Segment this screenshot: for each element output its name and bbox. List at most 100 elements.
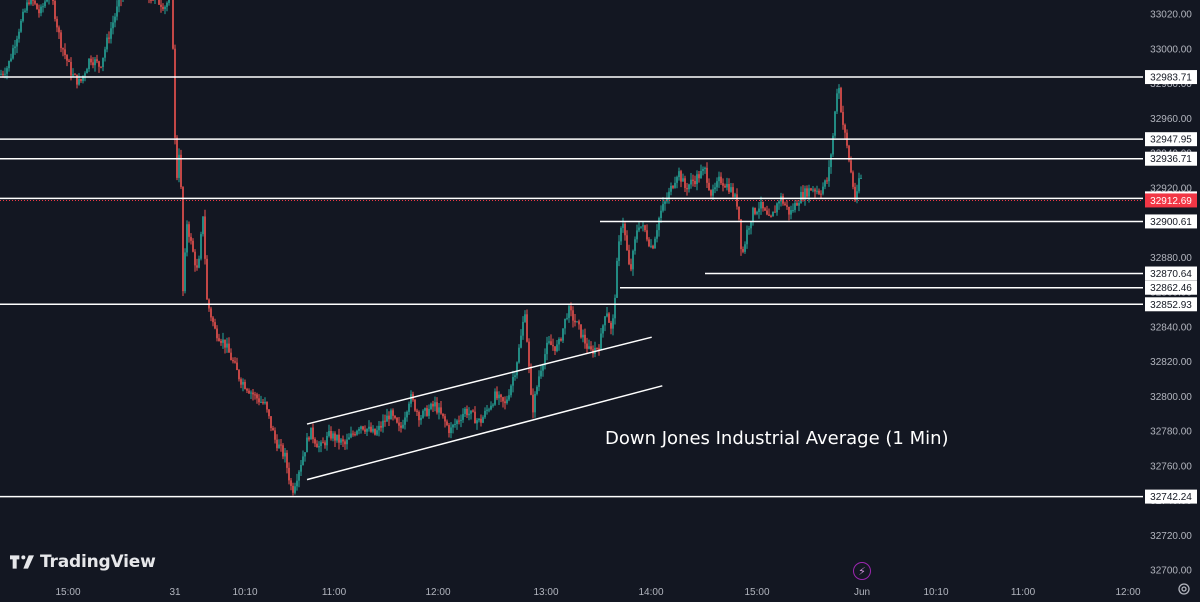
candle-body [582,334,584,338]
candle-body [840,88,842,113]
candle-body [758,208,760,213]
candle-body [28,2,30,4]
candle-body [722,183,724,186]
candle-body [706,167,708,183]
candle-body [82,75,84,81]
candle-body [330,430,332,439]
candle-body [324,442,326,446]
candle-body [552,345,554,347]
horizontal-levels-layer [0,76,1143,498]
candle-body [8,61,10,69]
candle-body [680,171,682,182]
candle-body [452,424,454,428]
candle-body [294,486,296,493]
candle-body [750,221,752,229]
candle-body [560,338,562,341]
candle-body [570,306,572,311]
candle-body [646,230,648,240]
candle-body [240,379,242,385]
candle-body [408,403,410,412]
candle-body [104,49,106,58]
candle-body [18,31,20,39]
candle-body [110,28,112,39]
candle-body [818,190,820,194]
candle-body [76,74,78,85]
candle-body [100,66,102,68]
level-tag [1145,214,1197,229]
candle-body [608,313,610,323]
lightning-icon[interactable]: ⚡ [853,562,871,580]
candle-body [46,0,48,2]
candle-body [356,430,358,435]
candle-body [620,227,622,242]
candle-body [282,445,284,457]
candle-body [816,190,818,192]
y-tick-label: 33020.00 [1150,10,1192,21]
candle-body [174,48,176,138]
candle-body [446,421,448,426]
y-tick-label: 32720.00 [1150,531,1192,542]
level-tag [1145,489,1197,504]
level-tag-label: 32900.61 [1150,217,1192,228]
candle-body [834,111,836,136]
candle-body [610,322,612,329]
candle-body [460,419,462,421]
candle-body [850,160,852,173]
level-tag-label: 32936.71 [1150,154,1192,165]
candle-body [464,408,466,414]
channel-line[interactable] [306,385,663,481]
candle-body [624,223,626,236]
candle-body [566,317,568,319]
candle-body [654,238,656,249]
candle-body [416,410,418,412]
gear-icon[interactable] [1177,582,1191,596]
candle-body [196,265,198,268]
candle-body [486,409,488,411]
candle-body [228,343,230,353]
candle-body [558,338,560,345]
candle-body [56,18,58,28]
candle-body [562,328,564,341]
candle-body [306,437,308,453]
candle-body [688,184,690,190]
candle-body [548,341,550,343]
candle-body [454,423,456,425]
candle-body [694,181,696,185]
candle-body [714,187,716,190]
candle-body [286,452,288,468]
candle-body [730,187,732,192]
candle-body [428,408,430,416]
level-tag-label: 32852.93 [1150,300,1192,311]
candle-body [216,328,218,339]
candle-body [410,394,412,404]
candle-body [612,318,614,329]
candle-body [248,390,250,394]
candle-body [632,250,634,270]
candle-body [288,467,290,481]
candle-body [590,346,592,350]
x-axis[interactable]: 15:00 31 10:10 11:00 12:00 13:00 14:00 15:00 Jun… [55,587,1140,598]
candle-body [184,252,186,292]
candle-body [112,22,114,29]
candle-body [312,427,314,440]
y-tick-label: 32780.00 [1150,427,1192,438]
candle-body [206,258,208,300]
x-tick-label: 11:00 [1011,587,1036,598]
candle-body [4,73,6,75]
candle-body [262,401,264,404]
candle-body [556,344,558,351]
candle-body [650,245,652,247]
candle-body [2,73,4,75]
channel-line[interactable] [306,336,652,425]
candle-body [528,341,530,367]
candle-body [842,112,844,125]
candle-body [318,445,320,448]
candle-body [320,442,322,446]
candle-body [392,410,394,416]
candle-body [360,426,362,429]
candle-body [66,54,68,61]
candle-body [234,361,236,363]
candle-body [96,59,98,62]
candle-body [260,401,262,403]
